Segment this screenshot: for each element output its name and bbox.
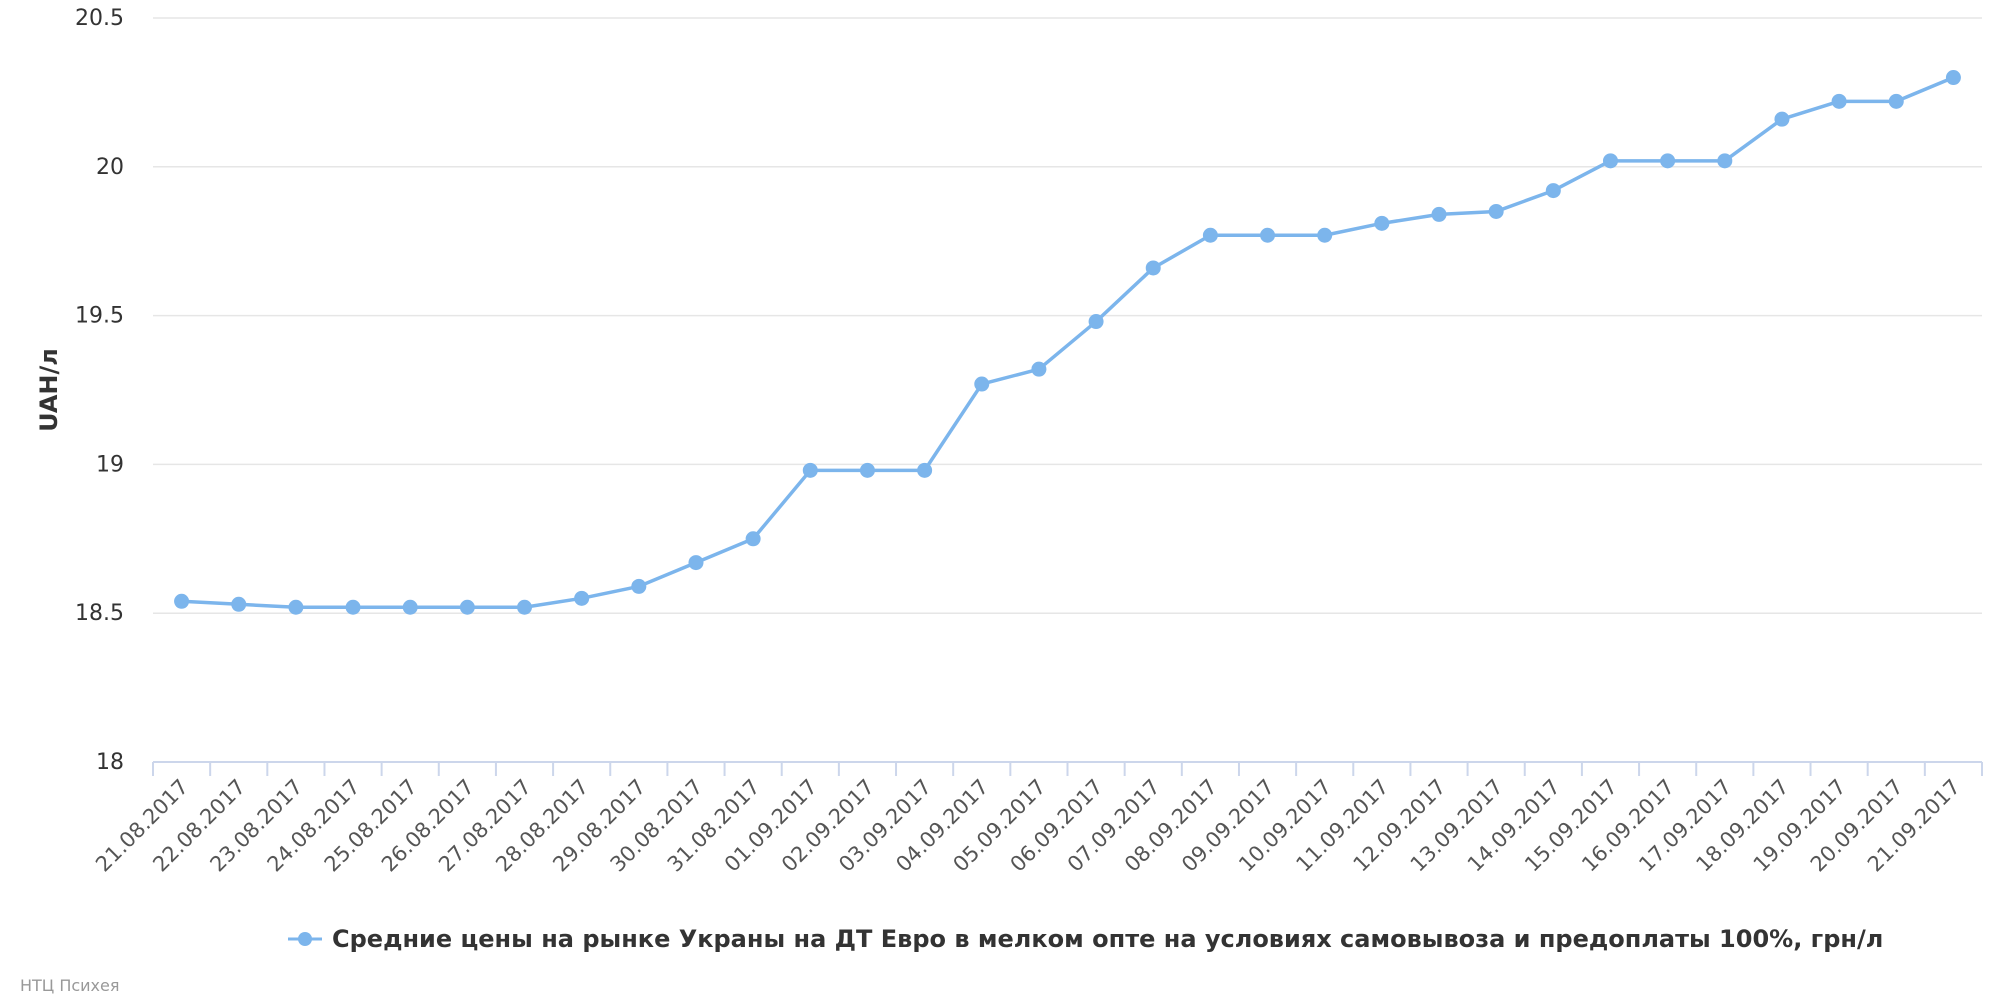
credits[interactable]: НТЦ Психея <box>20 976 120 995</box>
data-point[interactable] <box>745 531 761 547</box>
data-point[interactable] <box>1888 93 1904 109</box>
data-point[interactable] <box>1488 203 1504 219</box>
data-point[interactable] <box>402 599 418 615</box>
data-point[interactable] <box>231 596 247 612</box>
y-tick-label: 18.5 <box>75 601 124 626</box>
data-point[interactable] <box>1031 361 1047 377</box>
data-point[interactable] <box>1145 260 1161 276</box>
data-point[interactable] <box>1602 153 1618 169</box>
data-point[interactable] <box>1831 93 1847 109</box>
data-point[interactable] <box>688 555 704 571</box>
y-tick-label: 20.5 <box>75 6 124 31</box>
data-point[interactable] <box>517 599 533 615</box>
y-tick-label: 18 <box>96 750 124 775</box>
data-point[interactable] <box>802 462 818 478</box>
data-point[interactable] <box>288 599 304 615</box>
y-axis-label: UAH/л <box>35 348 63 432</box>
legend[interactable]: Средние цены на рынке Украны на ДТ Евро … <box>288 924 1883 954</box>
data-point[interactable] <box>974 376 990 392</box>
y-axis-ticks: 18 18.5 19 19.5 20 20.5 <box>75 6 124 775</box>
data-point[interactable] <box>459 599 475 615</box>
data-point[interactable] <box>1260 227 1276 243</box>
data-point[interactable] <box>1088 314 1104 330</box>
data-point[interactable] <box>1545 183 1561 199</box>
data-point[interactable] <box>1431 206 1447 222</box>
data-point[interactable] <box>1374 215 1390 231</box>
legend-marker-icon <box>288 932 322 946</box>
data-point[interactable] <box>1945 70 1961 86</box>
series-layer <box>174 70 1961 615</box>
x-axis <box>152 761 1983 776</box>
data-point[interactable] <box>1717 153 1733 169</box>
legend-label: Средние цены на рынке Украны на ДТ Евро … <box>332 925 1884 953</box>
data-point[interactable] <box>859 462 875 478</box>
data-point[interactable] <box>1774 111 1790 127</box>
data-point[interactable] <box>1202 227 1218 243</box>
y-tick-label: 20 <box>96 155 124 180</box>
grid-lines <box>153 17 1982 614</box>
data-point[interactable] <box>917 462 933 478</box>
data-point[interactable] <box>1317 227 1333 243</box>
data-point[interactable] <box>174 593 190 609</box>
data-point[interactable] <box>631 578 647 594</box>
y-tick-label: 19.5 <box>75 304 124 329</box>
y-tick-label: 19 <box>96 452 124 477</box>
series-line <box>181 75 1955 609</box>
data-point[interactable] <box>345 599 361 615</box>
data-point[interactable] <box>1660 153 1676 169</box>
x-axis-ticks: 21.08.201722.08.201723.08.201724.08.2017… <box>91 775 1965 877</box>
data-point[interactable] <box>574 590 590 606</box>
